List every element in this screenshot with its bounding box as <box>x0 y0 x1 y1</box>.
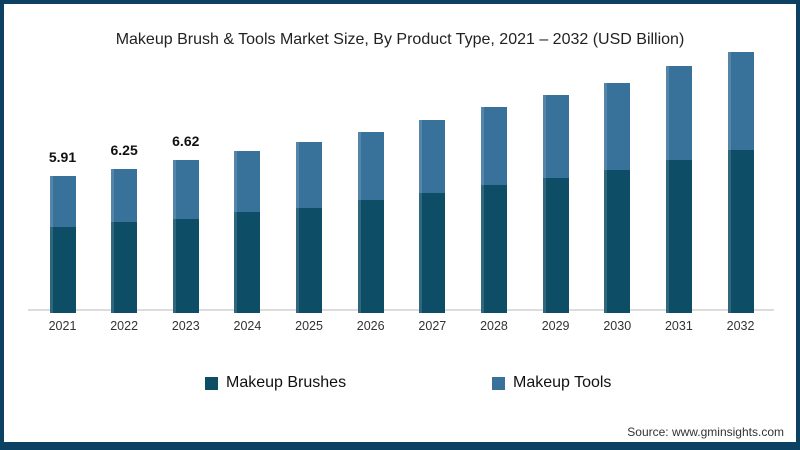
x-axis-tick-labels: 2021 2022 2023 2024 2025 2026 2027 2028 2029 2030… <box>0 319 800 339</box>
bar-segment-makeup-tools-2030 <box>604 82 631 171</box>
chart-title: Makeup Brush & Tools Market Size, By Pro… <box>115 31 685 48</box>
legend-item-makeup-brushes: Makeup Brushes <box>205 374 346 392</box>
source-credit: Source: www.gminsights.com <box>627 425 784 439</box>
legend-label-makeup-brushes: Makeup Brushes <box>226 374 347 391</box>
x-tick-2030: 2030 <box>603 319 632 333</box>
x-tick-2022: 2022 <box>110 319 139 333</box>
x-tick-2029: 2029 <box>541 319 570 333</box>
bar-segment-makeup-brushes-2023 <box>172 218 199 313</box>
bar-2032 <box>727 51 754 313</box>
bar-segment-makeup-tools-2024 <box>234 151 261 213</box>
bar-2021 <box>49 176 76 313</box>
bar-segment-makeup-tools-2032 <box>727 51 754 150</box>
bar-2023 <box>172 160 199 313</box>
bar-segment-makeup-tools-2025 <box>296 142 323 208</box>
bar-2029 <box>542 94 569 313</box>
x-tick-2024: 2024 <box>233 319 262 333</box>
bar-segment-makeup-brushes-2027 <box>419 193 446 313</box>
bar-2024 <box>234 151 261 313</box>
bar-segment-makeup-tools-2029 <box>542 94 569 179</box>
x-tick-2023: 2023 <box>171 319 200 333</box>
bar-segment-makeup-tools-2028 <box>480 106 507 186</box>
legend-swatch-makeup-brushes-icon <box>205 376 218 390</box>
bar-segment-makeup-tools-2021 <box>49 176 76 228</box>
x-tick-2027: 2027 <box>418 319 447 333</box>
bar-2022 <box>111 168 138 313</box>
bar-segment-makeup-brushes-2030 <box>604 170 631 313</box>
x-tick-2021: 2021 <box>48 319 77 333</box>
bar-segment-makeup-tools-2022 <box>111 168 138 222</box>
x-axis-line <box>28 309 774 311</box>
bar-2025 <box>296 142 323 313</box>
x-tick-2025: 2025 <box>295 319 323 333</box>
x-tick-2026: 2026 <box>356 319 385 333</box>
bar-segment-makeup-tools-2027 <box>419 120 446 194</box>
bar-2027 <box>419 120 446 313</box>
bar-value-label-2022: 6.25 <box>110 141 138 158</box>
bar-2030 <box>604 82 631 313</box>
bar-segment-makeup-brushes-2021 <box>49 227 76 313</box>
x-tick-2031: 2031 <box>664 319 693 333</box>
bar-value-label-2023: 6.62 <box>172 133 200 150</box>
bar-segment-makeup-brushes-2032 <box>727 149 754 313</box>
x-tick-2028: 2028 <box>480 319 508 333</box>
bar-segment-makeup-brushes-2025 <box>296 207 323 313</box>
bar-segment-makeup-brushes-2029 <box>542 178 569 313</box>
bar-segment-makeup-brushes-2031 <box>665 160 692 313</box>
legend-item-makeup-tools: Makeup Tools <box>492 374 611 392</box>
plot-area: 5.91 6.25 6.62 <box>28 51 774 313</box>
bar-2031 <box>665 66 692 313</box>
bar-segment-makeup-brushes-2022 <box>111 221 138 313</box>
bar-2028 <box>480 106 507 313</box>
bar-value-label-2021: 5.91 <box>48 149 77 166</box>
bar-2026 <box>357 131 384 313</box>
bar-segment-makeup-brushes-2024 <box>234 212 261 313</box>
bar-segment-makeup-tools-2023 <box>172 160 199 219</box>
bar-segment-makeup-tools-2026 <box>357 131 384 201</box>
bar-segment-makeup-brushes-2028 <box>480 185 507 313</box>
legend-label-makeup-tools: Makeup Tools <box>513 374 612 391</box>
legend-swatch-makeup-tools-icon <box>492 376 505 390</box>
x-tick-2032: 2032 <box>726 319 755 333</box>
bar-segment-makeup-tools-2031 <box>665 66 692 161</box>
bar-segment-makeup-brushes-2026 <box>357 200 384 313</box>
